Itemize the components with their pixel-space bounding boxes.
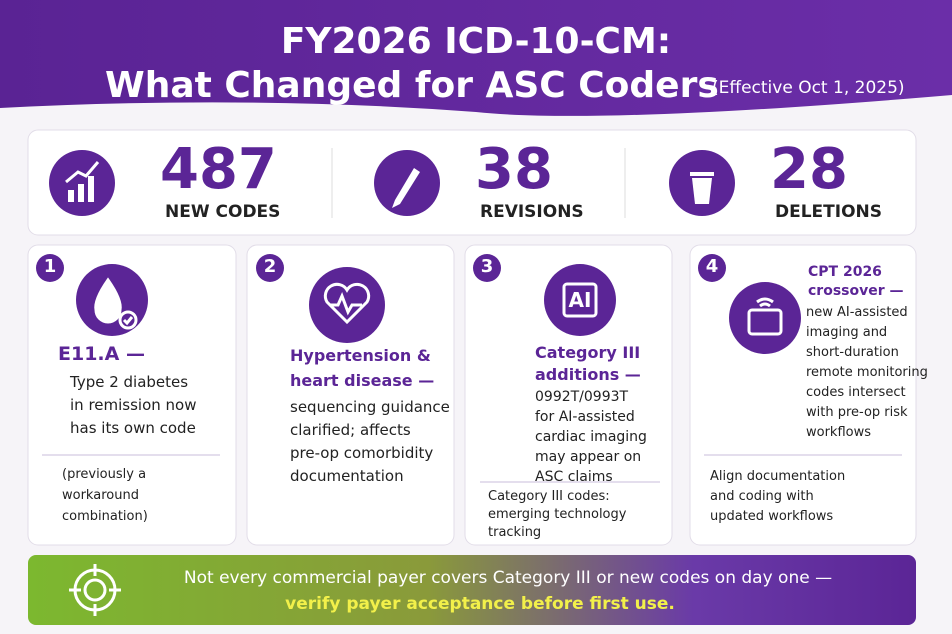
title: FY2026 ICD-10-CM: <box>280 21 672 62</box>
stat-label: NEW CODES <box>165 202 281 222</box>
card-body: with pre-op risk <box>806 405 908 420</box>
card-note: workaround <box>62 488 139 503</box>
icon-label: AI <box>568 288 592 312</box>
card-number: 3 <box>480 256 494 277</box>
card-heading: Hypertension & <box>290 346 431 365</box>
header-band <box>0 0 952 116</box>
card-heading: heart disease — <box>290 371 435 390</box>
banner-text: verify payer acceptance before first use… <box>285 594 675 614</box>
card-dividers <box>42 454 902 483</box>
card-note: combination) <box>62 509 148 524</box>
stat-glyphs <box>65 161 714 208</box>
stat-value: 487 <box>160 137 277 202</box>
stat-value: 38 <box>475 137 553 202</box>
card-body: workflows <box>806 425 872 440</box>
card-note: updated workflows <box>710 509 834 524</box>
title: What Changed for ASC Coders <box>105 65 719 106</box>
card-body: in remission now <box>70 396 197 414</box>
banner <box>28 555 916 625</box>
card-body: for AI-assisted <box>535 409 635 425</box>
card-body: sequencing guidance <box>290 398 450 416</box>
card-note: Category III codes: <box>488 489 610 504</box>
card-body: codes intersect <box>806 385 906 400</box>
card-body: remote monitoring <box>806 365 928 380</box>
card-body: short-duration <box>806 345 899 360</box>
subtitle: (Effective Oct 1, 2025) <box>712 78 905 98</box>
card-body: cardiac imaging <box>535 429 647 445</box>
stat-value: 28 <box>770 137 848 202</box>
card-glyphs <box>94 277 783 336</box>
card-note: and coding with <box>710 489 814 504</box>
target-icon <box>69 564 121 616</box>
card-note: tracking <box>488 525 542 540</box>
card-body: may appear on <box>535 449 642 465</box>
card-heading: CPT 2026 <box>808 264 882 280</box>
card-note: Align documentation <box>710 469 846 484</box>
stat-label: DELETIONS <box>775 202 883 222</box>
card-body: Type 2 diabetes <box>70 373 189 391</box>
card-body: clarified; affects <box>290 421 411 439</box>
card-note: (previously a <box>62 467 147 482</box>
card-heading: Category III <box>535 343 641 362</box>
card-heading: E11.A — <box>58 343 145 365</box>
card-body: new AI-assisted <box>806 305 908 320</box>
stat-label: REVISIONS <box>480 202 584 222</box>
card-body: pre-op comorbidity <box>290 444 434 462</box>
card-body: has its own code <box>70 419 196 437</box>
card-body: 0992T/0993T <box>535 389 629 405</box>
card-note: emerging technology <box>488 507 627 522</box>
card-body: imaging and <box>806 325 888 340</box>
card-number: 1 <box>43 256 57 277</box>
banner-text: Not every commercial payer covers Catego… <box>183 568 833 588</box>
card-heading: additions — <box>535 365 641 384</box>
card-heading: crossover — <box>808 283 904 299</box>
card-body: documentation <box>290 467 404 485</box>
card-body: ASC claims <box>535 469 613 485</box>
card-number: 4 <box>705 256 719 277</box>
card-number: 2 <box>263 256 277 277</box>
